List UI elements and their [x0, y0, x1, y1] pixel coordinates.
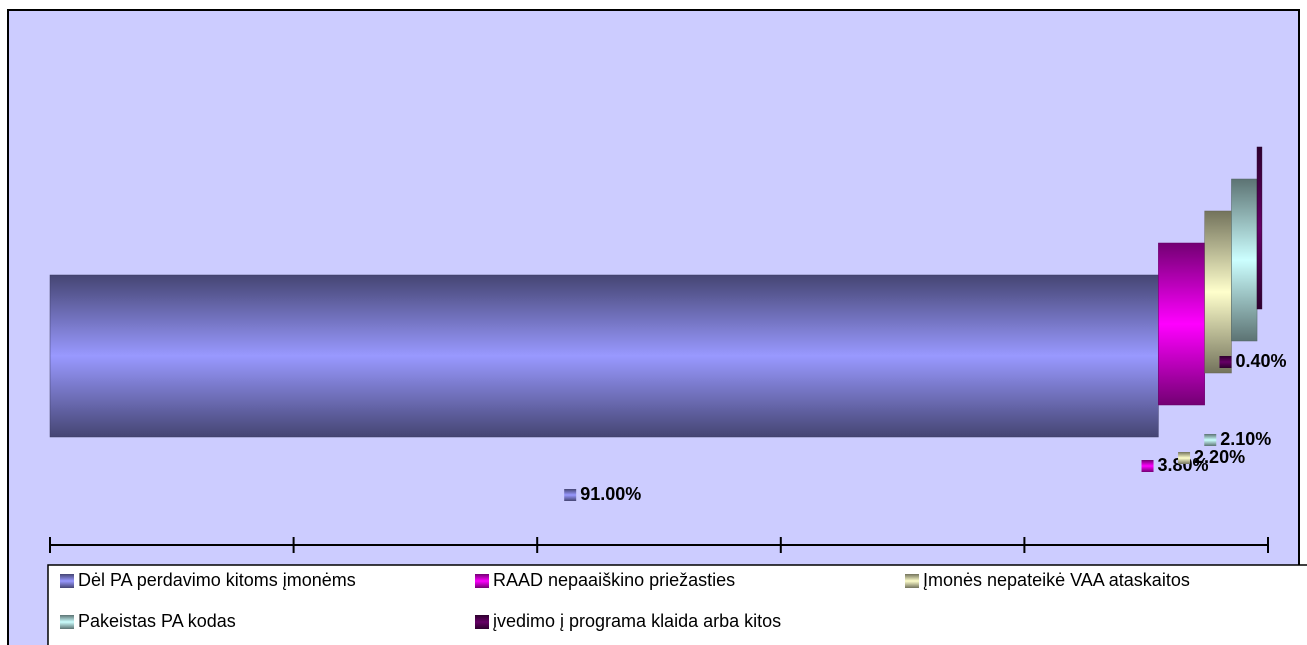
legend-key: [475, 615, 489, 629]
value-label: 3.80%: [1158, 455, 1209, 475]
legend-label: Pakeistas PA kodas: [78, 611, 236, 631]
bar-segment: [1204, 210, 1232, 374]
value-label: 91.00%: [580, 484, 641, 504]
value-label: 2.20%: [1194, 447, 1245, 467]
legend-label: Įmonės nepateikė VAA ataskaitos: [923, 570, 1190, 590]
value-label: 2.10%: [1220, 429, 1271, 449]
label-key: [1141, 460, 1154, 472]
legend-key: [475, 574, 489, 588]
bar-segment: [1158, 242, 1205, 406]
legend-key: [905, 574, 919, 588]
legend-label: Dėl PA perdavimo kitoms įmonėms: [78, 570, 356, 590]
label-key: [1204, 434, 1217, 446]
label-key: [564, 489, 577, 501]
legend-key: [60, 615, 74, 629]
value-label: 0.40%: [1235, 351, 1286, 371]
label-key: [1219, 356, 1232, 368]
legend-label: RAAD nepaaiškino priežasties: [493, 570, 735, 590]
legend-label: įvedimo į programa klaida arba kitos: [493, 611, 781, 631]
label-key: [1178, 452, 1191, 464]
bar-segment: [49, 274, 1159, 438]
bar-segment: [1256, 146, 1263, 310]
legend: [47, 564, 1307, 645]
legend-key: [60, 574, 74, 588]
bar-segment: [1231, 178, 1258, 342]
